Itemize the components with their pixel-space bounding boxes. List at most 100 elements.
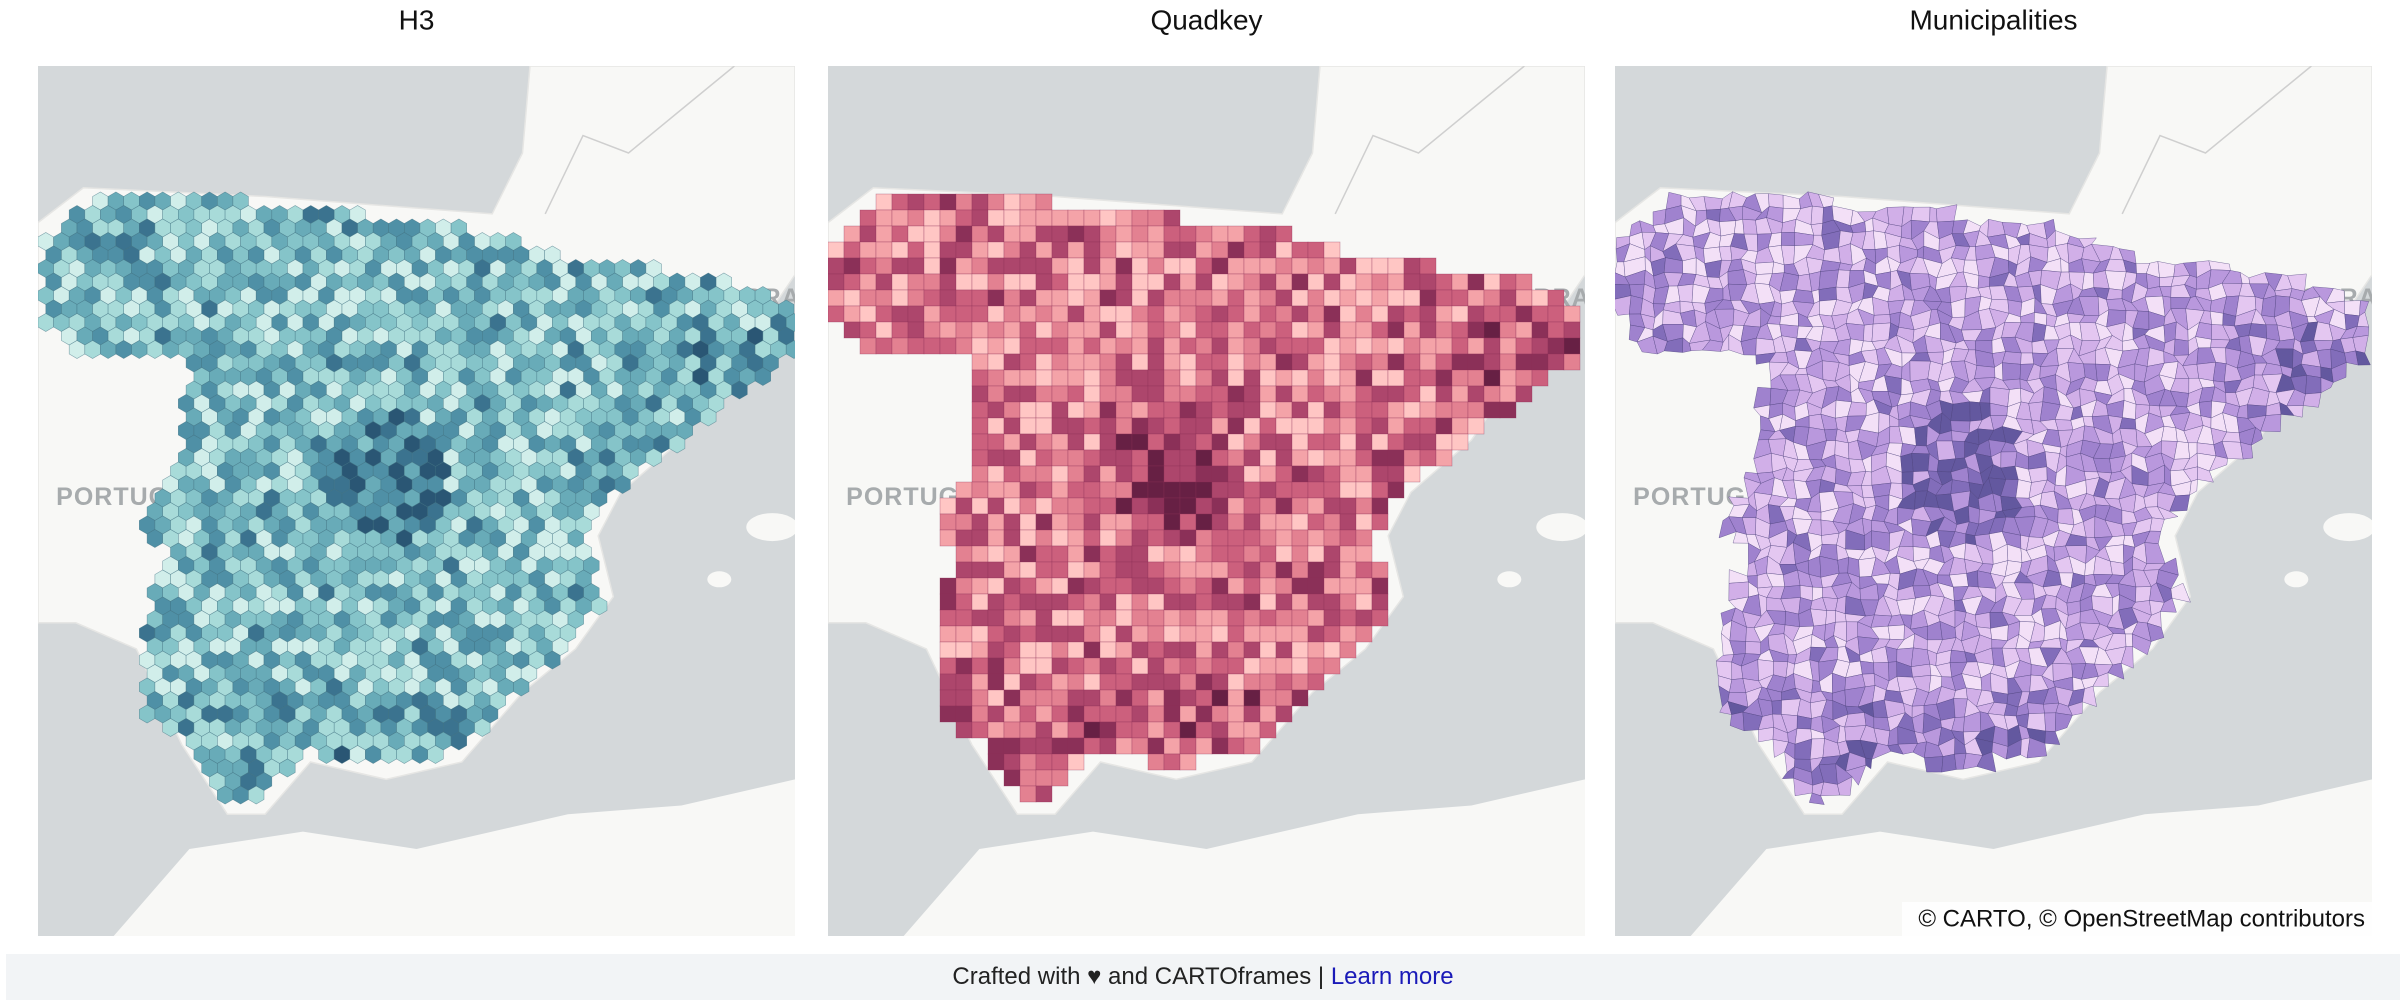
- quad-cell: [1179, 337, 1197, 355]
- quad-cell: [1099, 321, 1117, 339]
- quad-cell: [1275, 497, 1293, 515]
- quad-cell: [923, 193, 941, 211]
- quad-cell: [1211, 641, 1229, 659]
- quad-cell: [1259, 273, 1277, 291]
- quad-cell: [1515, 337, 1533, 355]
- quad-cell: [1195, 577, 1213, 595]
- quad-cell: [987, 513, 1005, 531]
- quad-cell: [907, 289, 925, 307]
- quad-cell: [971, 449, 989, 467]
- quad-cell: [987, 737, 1005, 755]
- quad-cell: [1275, 225, 1293, 243]
- municipality: [2209, 311, 2224, 326]
- quad-cell: [1179, 433, 1197, 451]
- quad-cell: [1227, 689, 1245, 707]
- quad-cell: [987, 753, 1005, 771]
- quad-cell: [1051, 417, 1069, 435]
- quad-cell: [828, 257, 845, 275]
- quad-cell: [859, 337, 877, 355]
- quad-cell: [1131, 337, 1149, 355]
- hex-cell: [754, 367, 772, 386]
- municipality: [1872, 314, 1891, 325]
- municipality: [2044, 712, 2057, 732]
- quad-cell: [1211, 305, 1229, 323]
- quad-cell: [1019, 209, 1037, 227]
- quad-cell: [1019, 769, 1037, 787]
- quad-cell: [971, 593, 989, 611]
- quad-cell: [1003, 753, 1021, 771]
- quad-cell: [1051, 321, 1069, 339]
- quad-cell: [1467, 305, 1485, 323]
- quad-cell: [1083, 705, 1101, 723]
- quad-cell: [1051, 257, 1069, 275]
- quad-cell: [1243, 689, 1261, 707]
- quad-cell: [1179, 353, 1197, 371]
- quad-cell: [1211, 721, 1229, 739]
- quad-cell: [1147, 465, 1165, 483]
- municipality: [1818, 269, 1839, 290]
- quad-cell: [1355, 625, 1373, 643]
- quad-cell: [1131, 561, 1149, 579]
- quad-cell: [1099, 385, 1117, 403]
- quad-cell: [1131, 353, 1149, 371]
- quad-cell: [1003, 225, 1021, 243]
- quad-cell: [1275, 257, 1293, 275]
- quad-cell: [1131, 465, 1149, 483]
- quad-cell: [1339, 577, 1357, 595]
- quad-cell: [1259, 465, 1277, 483]
- quad-cell: [1147, 337, 1165, 355]
- quad-cell: [1019, 753, 1037, 771]
- quad-cell: [923, 257, 941, 275]
- island: [746, 513, 795, 542]
- quad-cell: [987, 577, 1005, 595]
- quad-cell: [1259, 609, 1277, 627]
- quad-cell: [1035, 385, 1053, 403]
- quad-cell: [987, 241, 1005, 259]
- quad-cell: [955, 209, 973, 227]
- quad-cell: [1067, 305, 1085, 323]
- municipality: [1911, 453, 1930, 472]
- quad-cell: [1323, 401, 1341, 419]
- quad-cell: [1067, 481, 1085, 499]
- quad-cell: [1067, 273, 1085, 291]
- quad-cell: [1115, 593, 1133, 611]
- quad-cell: [1339, 273, 1357, 291]
- municipality: [2344, 300, 2361, 317]
- municipality: [1758, 727, 1774, 743]
- quad-cell: [1403, 273, 1421, 291]
- quad-cell: [1563, 353, 1581, 371]
- quad-cell: [1051, 465, 1069, 483]
- quad-cell: [1035, 769, 1053, 787]
- learn-more-link[interactable]: Learn more: [1331, 963, 1454, 990]
- quad-cell: [955, 625, 973, 643]
- quad-cell: [1163, 689, 1181, 707]
- quad-cell: [971, 225, 989, 243]
- quad-cell: [1227, 657, 1245, 675]
- quad-cell: [1019, 657, 1037, 675]
- quad-cell: [1195, 593, 1213, 611]
- quad-cell: [1131, 241, 1149, 259]
- quad-cell: [859, 305, 877, 323]
- municipality: [2173, 338, 2189, 356]
- quad-cell: [1323, 289, 1341, 307]
- quad-cell: [1147, 625, 1165, 643]
- quad-cell: [1115, 465, 1133, 483]
- quad-cell: [1147, 753, 1165, 771]
- quad-cell: [1051, 385, 1069, 403]
- quad-cell: [1275, 689, 1293, 707]
- quad-cell: [939, 289, 957, 307]
- quad-cell: [1083, 609, 1101, 627]
- quad-cell: [987, 257, 1005, 275]
- quad-cell: [1259, 369, 1277, 387]
- quad-cell: [923, 209, 941, 227]
- quad-cell: [1195, 465, 1213, 483]
- quad-cell: [1003, 673, 1021, 691]
- quad-cell: [923, 289, 941, 307]
- quad-cell: [1115, 545, 1133, 563]
- quad-cell: [1099, 433, 1117, 451]
- quad-cell: [1067, 577, 1085, 595]
- quad-cell: [955, 257, 973, 275]
- quad-cell: [1291, 625, 1309, 643]
- quad-cell: [1195, 401, 1213, 419]
- quad-cell: [1131, 257, 1149, 275]
